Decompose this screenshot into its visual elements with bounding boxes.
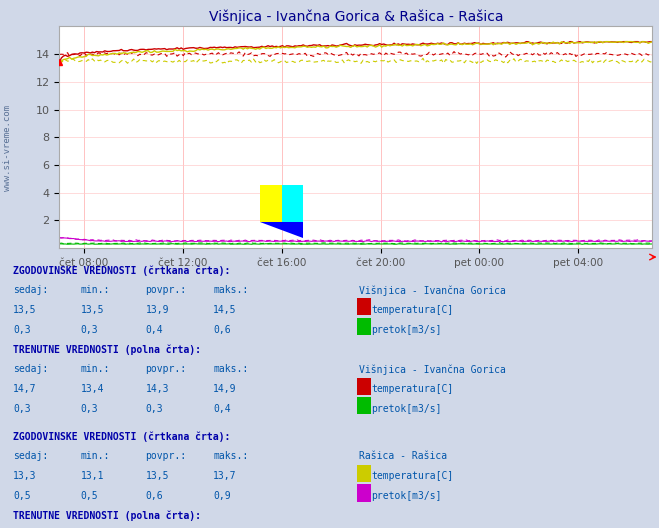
Polygon shape xyxy=(260,222,303,238)
Text: Višnjica - Ivančna Gorica: Višnjica - Ivančna Gorica xyxy=(358,364,505,375)
Text: 0,9: 0,9 xyxy=(214,491,231,501)
Text: 13,5: 13,5 xyxy=(81,305,104,315)
Text: maks.:: maks.: xyxy=(214,451,248,461)
Text: sedaj:: sedaj: xyxy=(13,451,48,461)
Text: 0,3: 0,3 xyxy=(81,404,98,414)
Text: povpr.:: povpr.: xyxy=(146,285,186,295)
Text: min.:: min.: xyxy=(81,285,110,295)
Text: 13,5: 13,5 xyxy=(146,471,169,481)
Text: ZGODOVINSKE VREDNOSTI (črtkana črta):: ZGODOVINSKE VREDNOSTI (črtkana črta): xyxy=(13,265,231,276)
Title: Višnjica - Ivančna Gorica & Rašica - Rašica: Višnjica - Ivančna Gorica & Rašica - Raš… xyxy=(209,10,503,24)
Text: 14,7: 14,7 xyxy=(13,384,36,394)
Text: maks.:: maks.: xyxy=(214,285,248,295)
Text: min.:: min.: xyxy=(81,451,110,461)
Text: 14,5: 14,5 xyxy=(214,305,237,315)
Text: 13,3: 13,3 xyxy=(13,471,36,481)
Text: pretok[m3/s]: pretok[m3/s] xyxy=(372,491,442,501)
FancyBboxPatch shape xyxy=(357,298,372,315)
FancyBboxPatch shape xyxy=(357,397,372,414)
FancyBboxPatch shape xyxy=(357,465,372,482)
Text: 0,4: 0,4 xyxy=(214,404,231,414)
Bar xyxy=(260,185,282,222)
Text: temperatura[C]: temperatura[C] xyxy=(372,384,454,394)
Text: 0,6: 0,6 xyxy=(146,491,163,501)
Text: 0,3: 0,3 xyxy=(13,404,31,414)
Text: temperatura[C]: temperatura[C] xyxy=(372,471,454,481)
Text: ZGODOVINSKE VREDNOSTI (črtkana črta):: ZGODOVINSKE VREDNOSTI (črtkana črta): xyxy=(13,431,231,442)
Text: maks.:: maks.: xyxy=(214,364,248,374)
Text: 0,6: 0,6 xyxy=(214,325,231,335)
FancyBboxPatch shape xyxy=(357,378,372,394)
Text: 13,9: 13,9 xyxy=(146,305,169,315)
Text: 14,9: 14,9 xyxy=(214,384,237,394)
Text: temperatura[C]: temperatura[C] xyxy=(372,305,454,315)
FancyBboxPatch shape xyxy=(357,484,372,502)
Text: TRENUTNE VREDNOSTI (polna črta):: TRENUTNE VREDNOSTI (polna črta): xyxy=(13,511,201,521)
Text: povpr.:: povpr.: xyxy=(146,364,186,374)
FancyBboxPatch shape xyxy=(357,318,372,335)
Text: 0,5: 0,5 xyxy=(13,491,31,501)
Text: www.si-vreme.com: www.si-vreme.com xyxy=(3,105,13,191)
Text: 0,3: 0,3 xyxy=(13,325,31,335)
Text: min.:: min.: xyxy=(81,364,110,374)
Text: 0,4: 0,4 xyxy=(146,325,163,335)
Text: 13,7: 13,7 xyxy=(214,471,237,481)
Text: povpr.:: povpr.: xyxy=(146,451,186,461)
Text: 0,3: 0,3 xyxy=(146,404,163,414)
Text: sedaj:: sedaj: xyxy=(13,285,48,295)
Text: pretok[m3/s]: pretok[m3/s] xyxy=(372,325,442,335)
Text: TRENUTNE VREDNOSTI (polna črta):: TRENUTNE VREDNOSTI (polna črta): xyxy=(13,344,201,355)
Text: sedaj:: sedaj: xyxy=(13,364,48,374)
Text: 13,4: 13,4 xyxy=(81,384,104,394)
Text: Višnjica - Ivančna Gorica: Višnjica - Ivančna Gorica xyxy=(358,285,505,296)
Text: 0,3: 0,3 xyxy=(81,325,98,335)
Bar xyxy=(282,185,303,222)
Text: Rašica - Rašica: Rašica - Rašica xyxy=(358,451,447,461)
Text: 14,3: 14,3 xyxy=(146,384,169,394)
Text: 0,5: 0,5 xyxy=(81,491,98,501)
Text: 13,1: 13,1 xyxy=(81,471,104,481)
Text: 13,5: 13,5 xyxy=(13,305,36,315)
Text: pretok[m3/s]: pretok[m3/s] xyxy=(372,404,442,414)
